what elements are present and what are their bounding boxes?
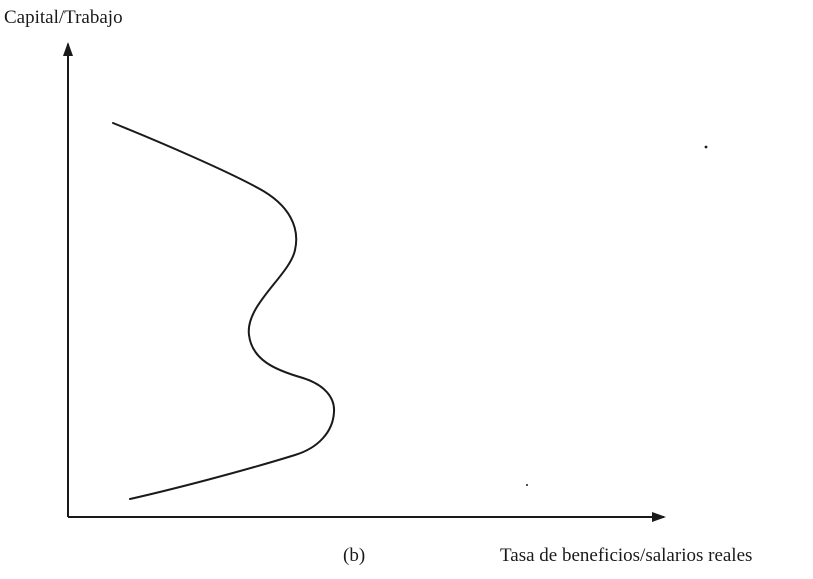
relationship-curve xyxy=(112,122,336,500)
x-axis-label: Tasa de beneficios/salarios reales xyxy=(500,545,753,566)
scan-speck xyxy=(526,484,528,486)
y-axis-label: Capital/Trabajo xyxy=(4,7,123,28)
panel-label: (b) xyxy=(343,545,366,566)
scan-speck xyxy=(704,145,708,149)
